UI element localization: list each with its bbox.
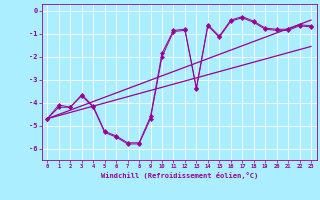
X-axis label: Windchill (Refroidissement éolien,°C): Windchill (Refroidissement éolien,°C) (100, 172, 258, 179)
